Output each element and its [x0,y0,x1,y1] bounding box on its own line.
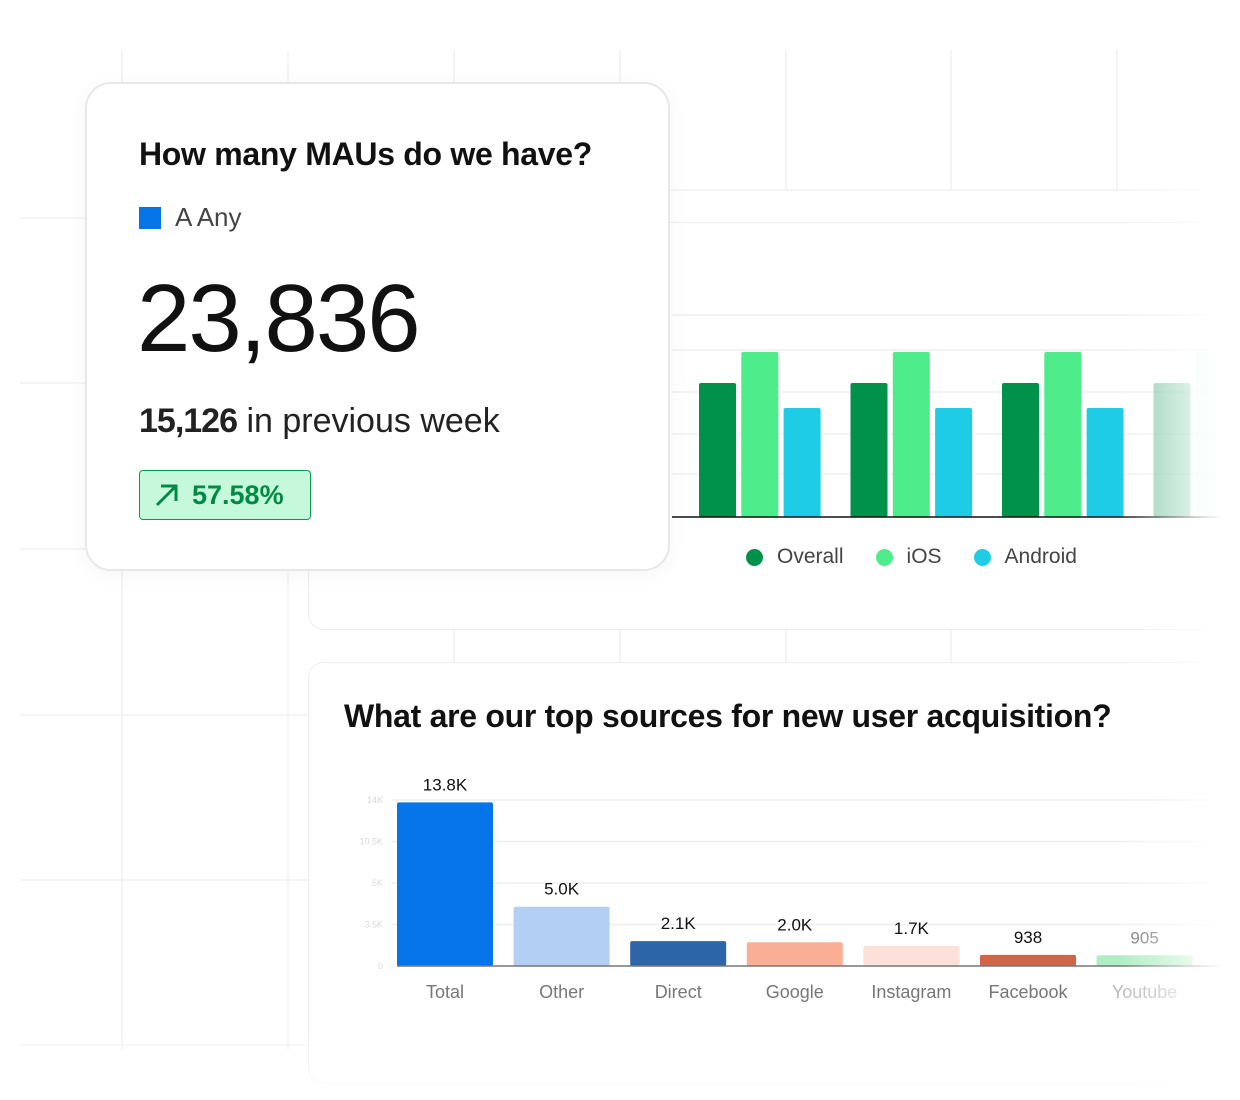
legend-dot [973,548,991,566]
x-tick-label: Total [426,982,464,1002]
x-tick-label: Other [539,982,584,1002]
legend-item-ios[interactable]: iOS [875,545,942,569]
right-fade [1120,0,1240,1100]
previous-week: 15,126 in previous week [139,402,500,441]
y-tick-label: 3.5K [364,920,383,930]
bar-overall [1002,383,1039,517]
bar-ios [1044,352,1082,517]
bar-total [397,802,493,966]
x-tick-label: Instagram [871,982,951,1002]
mau-card: How many MAUs do we have? A Any 23,836 1… [85,82,670,571]
data-label: 2.1K [661,914,697,933]
platform-legend: Overall iOS Android [746,545,1077,569]
mau-legend: A Any [139,202,242,233]
legend-item-overall[interactable]: Overall [746,545,844,569]
acquisition-title: What are our top sources for new user ac… [344,698,1112,734]
change-value: 57.58% [192,479,284,510]
mau-title: How many MAUs do we have? [139,136,593,172]
data-label: 2.0K [777,915,813,934]
data-label: 1.7K [894,919,930,938]
bottom-fade [0,1030,1240,1100]
legend-dot [875,548,893,566]
change-badge: 57.58% [139,470,311,520]
data-label: 938 [1014,928,1042,947]
y-tick-label: 10.5K [359,837,383,847]
x-tick-label: Facebook [988,982,1068,1002]
arrow-up-right-icon [155,484,178,507]
data-label: 5.0K [544,880,580,899]
legend-label: A Any [175,202,242,232]
bar-facebook [980,954,1076,966]
mau-value: 23,836 [137,265,421,372]
bar-overall [699,383,736,517]
previous-value: 15,126 [139,402,238,440]
legend-item-android[interactable]: Android [973,545,1077,569]
legend-label: iOS [906,545,942,568]
y-tick-label: 0 [378,961,383,971]
bar-android [1086,408,1124,517]
x-tick-label: Direct [655,982,702,1002]
legend-swatch [139,206,161,229]
bar-other [513,906,610,966]
bar-android [783,408,821,517]
previous-label: in previous week [246,402,500,440]
y-tick-label: 14K [367,795,383,805]
data-label: 13.8K [423,775,468,794]
legend-label: Overall [777,545,844,568]
bar-android [935,408,973,517]
bar-overall [850,383,888,517]
bar-ios [741,352,779,517]
bar-direct [630,941,727,966]
bar-ios [892,352,930,517]
y-tick-label: 5K [372,878,383,888]
bar-google [746,942,843,966]
x-tick-label: Google [766,982,824,1002]
legend-dot [746,548,763,566]
bar-instagram [863,945,960,966]
legend-label: Android [1004,545,1077,568]
